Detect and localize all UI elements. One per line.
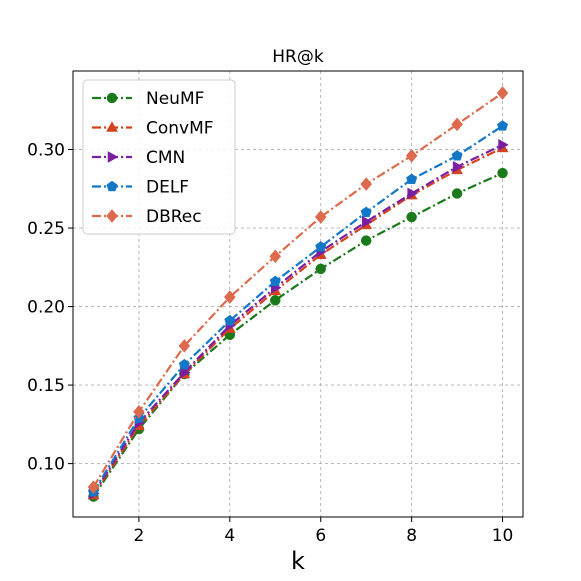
y-tick-label: 0.25: [27, 219, 65, 239]
data-point: [406, 211, 417, 223]
x-tick-label: 10: [492, 526, 514, 546]
data-point: [224, 314, 236, 326]
data-point: [405, 148, 418, 163]
series-line: [92, 146, 504, 496]
series-line: [92, 172, 503, 498]
data-point: [178, 338, 191, 353]
legend-label: NeuMF: [146, 89, 204, 109]
legend-label: ConvMF: [146, 119, 214, 139]
series-line: [92, 92, 504, 488]
legend-marker: [106, 121, 118, 132]
legend-item-convmf: ConvMF: [92, 119, 214, 139]
x-tick-label: 2: [133, 526, 144, 546]
axis-ticks: 2 4 6 8 10 0.10 0.15 0.20 0.25 0.30: [27, 141, 513, 546]
data-point: [361, 215, 373, 228]
data-point: [223, 290, 236, 305]
data-point: [451, 188, 463, 199]
series-line: [92, 125, 504, 493]
legend-marker: [106, 92, 118, 104]
data-point: [498, 138, 509, 151]
data-point: [315, 241, 327, 252]
data-point: [178, 358, 190, 370]
legend: NeuMF ConvMF CMN DELF DBRec: [82, 79, 236, 235]
data-point: [497, 120, 509, 131]
data-point: [180, 366, 191, 379]
legend-items: NeuMF ConvMF CMN DELF DBRec: [92, 89, 214, 227]
x-axis-label: k: [291, 547, 305, 575]
plot-area-frame: [72, 70, 524, 518]
data-point: [496, 86, 509, 100]
data-point: [315, 263, 326, 275]
data-point: [406, 173, 418, 185]
legend-item-delf: DELF: [92, 178, 189, 198]
legend-label: CMN: [146, 148, 185, 168]
legend-marker: [106, 180, 118, 192]
data-point: [451, 149, 463, 161]
data-point: [407, 187, 418, 200]
chart-title: HR@k: [272, 47, 324, 67]
legend-label: DBRec: [146, 207, 202, 227]
data-point: [269, 275, 281, 287]
data-point: [87, 480, 100, 495]
x-tick-label: 4: [224, 526, 235, 546]
legend-item-cmn: CMN: [92, 148, 185, 168]
data-point: [451, 117, 463, 132]
y-tick-label: 0.30: [27, 141, 65, 161]
data-point: [133, 404, 145, 419]
legend-marker: [107, 151, 119, 163]
data-point: [314, 210, 327, 224]
x-tick-label: 6: [315, 526, 326, 546]
data-point: [360, 206, 372, 218]
legend-box: [82, 79, 236, 235]
y-tick-label: 0.20: [27, 298, 65, 318]
legend-marker: [106, 209, 118, 223]
data-point: [497, 167, 508, 179]
data-series: [87, 86, 509, 502]
legend-label: DELF: [146, 178, 189, 198]
legend-item-dbrec: DBRec: [92, 207, 202, 227]
data-point: [360, 235, 372, 246]
y-tick-label: 0.10: [27, 455, 65, 475]
data-point: [269, 249, 282, 264]
x-tick-label: 8: [406, 526, 417, 546]
legend-item-neumf: NeuMF: [92, 89, 204, 109]
data-point: [360, 177, 373, 191]
data-point: [270, 295, 281, 306]
data-point: [452, 160, 464, 173]
series-dbrec: [87, 86, 509, 495]
y-tick-label: 0.15: [27, 376, 65, 396]
